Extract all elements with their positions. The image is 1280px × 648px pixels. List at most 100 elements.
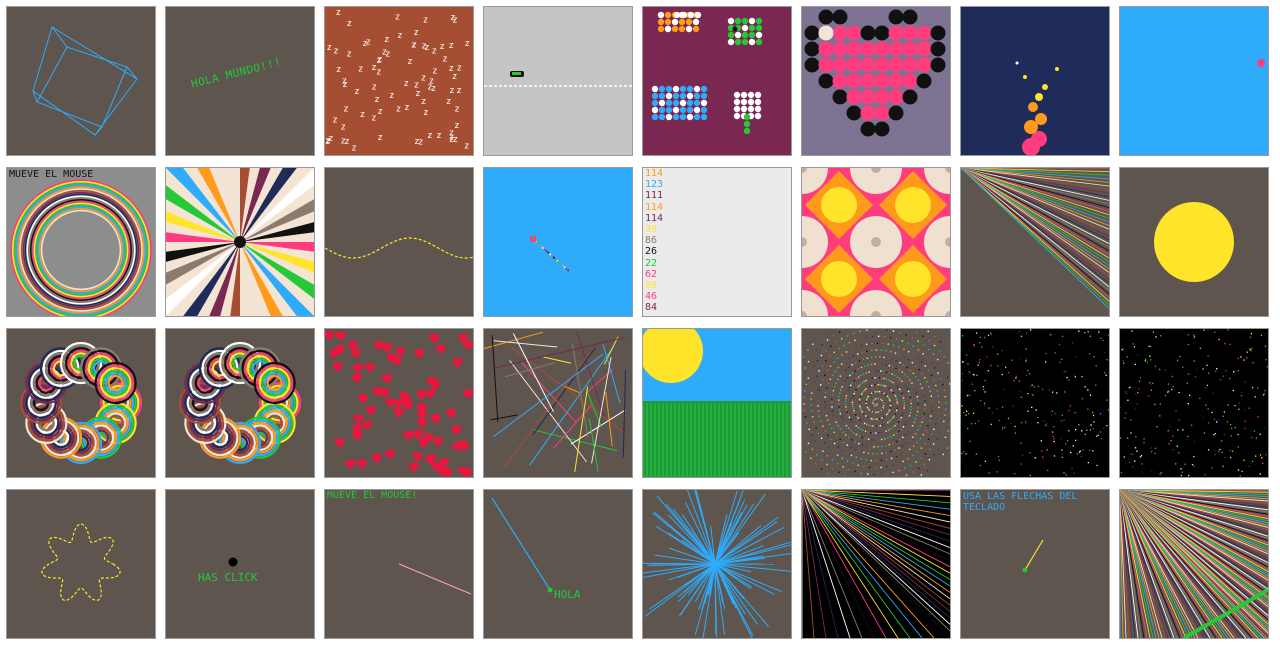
mueve-el-mouse-text: MUEVE EL MOUSE [9,169,94,180]
svg-text:z: z [336,8,341,18]
svg-text:z: z [432,47,437,57]
tile-starfield-b[interactable] [1119,328,1269,478]
number-entry: 46 [645,291,658,303]
svg-text:z: z [365,37,370,47]
tile-number-list[interactable]: 114 123 111 114 114 39 86 26 22 62 69 46 84 [642,167,792,317]
svg-text:z: z [347,19,352,29]
svg-text:z: z [325,136,330,146]
svg-text:z: z [328,134,333,144]
svg-text:z: z [464,39,469,49]
svg-text:z: z [436,131,441,141]
svg-text:z: z [384,35,389,45]
tile-rotating-cube[interactable] [6,6,156,156]
number-entry: 69 [645,280,658,292]
tile-yellow-circle[interactable] [1119,167,1269,317]
tile-hearts[interactable] [324,328,474,478]
svg-text:z: z [449,133,454,143]
svg-text:z: z [427,83,432,93]
svg-text:z: z [415,89,420,99]
svg-text:z: z [342,76,347,86]
tile-mouse-trail[interactable] [483,167,633,317]
svg-text:z: z [360,110,365,120]
tile-color-rays[interactable] [960,167,1110,317]
svg-text:z: z [376,67,381,77]
tile-dense-rays[interactable] [1119,489,1269,639]
tile-pixel-heart[interactable] [801,6,951,156]
svg-text:z: z [377,133,382,143]
svg-text:z: z [411,41,416,51]
svg-text:z: z [371,113,376,123]
svg-text:z: z [336,65,341,75]
tile-spiral-dots[interactable] [801,328,951,478]
svg-text:z: z [454,104,459,114]
tile-car-road[interactable] [483,6,633,156]
has-click-text: HAS CLICK [198,571,258,584]
svg-text:z: z [421,97,426,107]
tile-rainbow-wreath-b[interactable] [165,328,315,478]
svg-text:z: z [385,49,390,59]
svg-text:z: z [342,80,347,90]
tile-hola-line[interactable]: HOLA [483,489,633,639]
tile-bouncing-ball[interactable] [1119,6,1269,156]
number-entry: 114 [645,168,664,179]
number-entry: 26 [645,246,658,258]
svg-text:z: z [450,13,455,23]
svg-text:z: z [407,57,412,67]
tile-starfield-a[interactable] [960,328,1110,478]
svg-text:z: z [421,41,426,51]
svg-text:z: z [449,135,454,145]
svg-text:z: z [427,131,432,141]
tile-hola-mundo[interactable]: HOLA MUNDO!!! [165,6,315,156]
tile-landscape[interactable] [642,328,792,478]
svg-text:z: z [452,16,457,26]
svg-text:z: z [456,86,461,96]
svg-text:z: z [457,64,462,74]
tile-fire-particles[interactable] [960,6,1110,156]
svg-text:z: z [332,116,337,126]
number-entry: 84 [645,302,658,314]
svg-text:z: z [453,135,458,145]
svg-text:z: z [414,80,419,90]
svg-text:z: z [448,41,453,51]
svg-text:z: z [414,137,419,147]
number-entry: 22 [645,257,658,269]
svg-text:z: z [341,123,346,133]
number-entry: 111 [645,190,664,202]
tile-color-spiral[interactable] [165,167,315,317]
svg-text:z: z [411,40,416,50]
svg-text:z: z [442,55,447,65]
svg-text:z: z [439,42,444,52]
svg-text:z: z [382,48,387,58]
svg-text:z: z [423,108,428,118]
svg-text:z: z [414,28,419,38]
svg-text:z: z [449,64,454,74]
tile-mouse-line[interactable]: MUEVE EL MOUSE! [324,489,474,639]
svg-text:z: z [397,31,402,41]
svg-text:z: z [358,65,363,75]
tile-concentric-rings[interactable]: MUEVE EL MOUSE [6,167,156,317]
svg-text:z: z [344,137,349,147]
number-entry: 114 [645,212,664,224]
tile-sine-wave[interactable] [324,167,474,317]
svg-text:z: z [449,86,454,96]
tile-pixel-sprites[interactable] [642,6,792,156]
svg-text:z: z [340,137,345,147]
svg-text:z: z [424,43,429,53]
svg-text:z: z [389,91,394,101]
tile-click-demo[interactable]: HAS CLICK [165,489,315,639]
number-entry: 39 [645,224,658,236]
tile-wavy-flower[interactable] [6,489,156,639]
svg-text:z: z [325,137,330,147]
svg-text:z: z [371,63,376,73]
tile-black-rays[interactable] [801,489,951,639]
tile-random-lines[interactable] [483,328,633,478]
tile-tile-pattern[interactable] [801,167,951,317]
tile-rainbow-wreath-a[interactable] [6,328,156,478]
tile-blue-burst[interactable] [642,489,792,639]
svg-text:z: z [418,137,423,147]
svg-text:z: z [432,67,437,77]
tile-arrow-keys[interactable]: USA LAS FLECHAS DEL TECLADO [960,489,1110,639]
svg-text:z: z [326,43,331,53]
